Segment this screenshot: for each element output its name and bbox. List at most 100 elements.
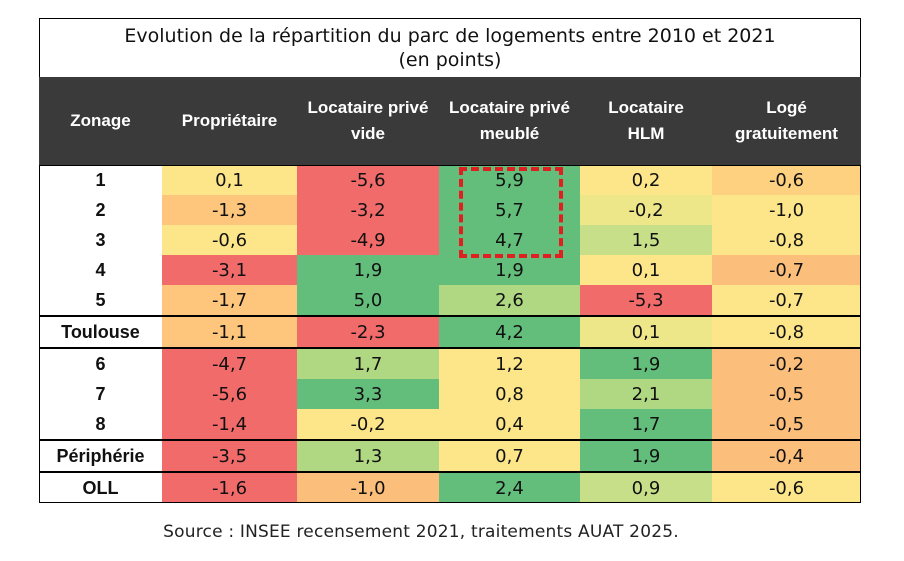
heatmap-cell: 1,9	[580, 347, 712, 379]
heatmap-cell: -4,9	[297, 225, 439, 255]
heatmap-cell: -1,7	[162, 285, 297, 316]
heatmap-cell: -0,8	[712, 225, 861, 255]
table-frame: Evolution de la répartition du parc de l…	[39, 18, 861, 503]
table-row: 4 -3,1 1,9 1,9 0,1 -0,7	[39, 255, 861, 285]
heatmap-cell: -0,6	[712, 471, 861, 503]
table-title-box: Evolution de la répartition du parc de l…	[39, 18, 861, 77]
heatmap-cell: 1,5	[580, 225, 712, 255]
heatmap-cell: -1,3	[162, 195, 297, 225]
table-row: 1 0,1 -5,6 5,9 0,2 -0,6	[39, 165, 861, 195]
heatmap-cell: -3,2	[297, 195, 439, 225]
table-row: 6 -4,7 1,7 1,2 1,9 -0,2	[39, 347, 861, 379]
table-row: 2 -1,3 -3,2 5,7 -0,2 -1,0	[39, 195, 861, 225]
heatmap-cell: 1,9	[439, 255, 580, 285]
heatmap-cell: 5,7	[439, 195, 580, 225]
heatmap-cell: -3,5	[162, 439, 297, 472]
zone-label: 1	[95, 169, 106, 190]
column-header-2: Locataire privé vide	[297, 77, 439, 165]
column-header-3: Locataire privé meublé	[439, 77, 580, 165]
heatmap-cell: -0,2	[580, 195, 712, 225]
heatmap-cell: 0,1	[580, 315, 712, 348]
heatmap-cell: -0,7	[712, 255, 861, 285]
zone-label: Périphérie	[39, 439, 162, 472]
column-header-0: Zonage	[39, 77, 162, 165]
table-row: 7 -5,6 3,3 0,8 2,1 -0,5	[39, 379, 861, 409]
heatmap-cell: 0,1	[162, 165, 297, 195]
heatmap-cell: 0,7	[439, 439, 580, 472]
table-row: 8 -1,4 -0,2 0,4 1,7 -0,5	[39, 409, 861, 440]
heatmap-cell: -1,1	[162, 315, 297, 348]
header-row: Zonage Propriétaire Locataire privé vide Loc…	[39, 77, 861, 165]
heatmap-cell: 4,2	[439, 315, 580, 348]
heatmap-cell: -1,0	[712, 195, 861, 225]
heatmap-cell: -3,1	[162, 255, 297, 285]
column-header-line: Locataire	[608, 98, 684, 117]
heatmap-cell: -2,3	[297, 315, 439, 348]
column-header-4: Locataire HLM	[580, 77, 712, 165]
heatmap-cell: -1,4	[162, 409, 297, 440]
heatmap-cell: -0,8	[712, 315, 861, 348]
table-row: OLL -1,6 -1,0 2,4 0,9 -0,6	[39, 471, 861, 503]
heatmap-cell: -5,6	[162, 379, 297, 409]
heatmap-cell: -4,7	[162, 347, 297, 379]
zone-label: 4	[95, 259, 106, 280]
table-row: 3 -0,6 -4,9 4,7 1,5 -0,8	[39, 225, 861, 255]
heatmap-cell: -5,6	[297, 165, 439, 195]
heatmap-cell: 0,4	[439, 409, 580, 440]
zone-label: 8	[95, 413, 106, 434]
column-header-line: Logé	[766, 98, 807, 117]
heatmap-cell: 0,9	[580, 471, 712, 503]
heatmap-cell: 5,9	[439, 165, 580, 195]
heatmap-cell: -0,5	[712, 409, 861, 440]
heatmap-cell: -0,2	[297, 409, 439, 440]
heatmap-cell: 2,1	[580, 379, 712, 409]
heatmap-cell: 2,6	[439, 285, 580, 316]
heatmap-cell: -0,5	[712, 379, 861, 409]
table-row: Périphérie -3,5 1,3 0,7 1,9 -0,4	[39, 439, 861, 472]
heatmap-cell: 0,2	[580, 165, 712, 195]
heatmap-cell: 1,7	[580, 409, 712, 440]
zone-label: OLL	[39, 471, 162, 503]
table-subtitle: (en points)	[398, 49, 502, 71]
heatmap-cell: 3,3	[297, 379, 439, 409]
column-header-line: Zonage	[70, 111, 131, 130]
heatmap-cell: -0,4	[712, 439, 861, 472]
zone-label: 6	[39, 347, 162, 379]
table-row: Toulouse -1,1 -2,3 4,2 0,1 -0,8	[39, 315, 861, 348]
heatmap-cell: 4,7	[439, 225, 580, 255]
heatmap-cell: -0,6	[712, 165, 861, 195]
column-header-line: HLM	[627, 124, 665, 143]
heatmap-cell: 1,9	[580, 439, 712, 472]
zone-label: Toulouse	[39, 315, 162, 348]
column-header-line: Propriétaire	[181, 111, 278, 130]
heatmap-cell: 0,8	[439, 379, 580, 409]
heatmap-cell: 1,3	[297, 439, 439, 472]
heatmap-cell: 0,1	[580, 255, 712, 285]
table-row: 5 -1,7 5,0 2,6 -5,3 -0,7	[39, 285, 861, 316]
heatmap-cell: -1,0	[297, 471, 439, 503]
heatmap-cell: 1,9	[297, 255, 439, 285]
zone-label: 3	[95, 229, 106, 250]
zone-label: 7	[95, 383, 106, 404]
zone-label: 5	[95, 289, 106, 310]
column-header-line: meublé	[479, 124, 540, 143]
heatmap-cell: -1,6	[162, 471, 297, 503]
heatmap-cell: 1,2	[439, 347, 580, 379]
source-note: Source : INSEE recensement 2021, traitem…	[163, 522, 679, 542]
table-body: 1 0,1 -5,6 5,9 0,2 -0,6 2 -1,3 -3,2 5,7 -0,2 -1,0 3-…	[39, 165, 861, 503]
heatmap-cell: -0,6	[162, 225, 297, 255]
heatmap-cell: 2,4	[439, 471, 580, 503]
heatmap-cell: -0,2	[712, 347, 861, 379]
zone-label: 2	[95, 199, 106, 220]
heatmap-cell: 5,0	[297, 285, 439, 316]
column-header-line: gratuitement	[735, 124, 838, 143]
column-header-line: vide	[350, 124, 386, 143]
heatmap-cell: 1,7	[297, 347, 439, 379]
column-header-1: Propriétaire	[162, 77, 297, 165]
heatmap-table: Zonage Propriétaire Locataire privé vide Loc…	[39, 77, 861, 503]
column-header-line: Locataire privé	[307, 98, 429, 117]
heatmap-cell: -5,3	[580, 285, 712, 316]
table-title: Evolution de la répartition du parc de l…	[124, 25, 776, 47]
heatmap-cell: -0,7	[712, 285, 861, 316]
column-header-line: Locataire privé	[449, 98, 570, 117]
